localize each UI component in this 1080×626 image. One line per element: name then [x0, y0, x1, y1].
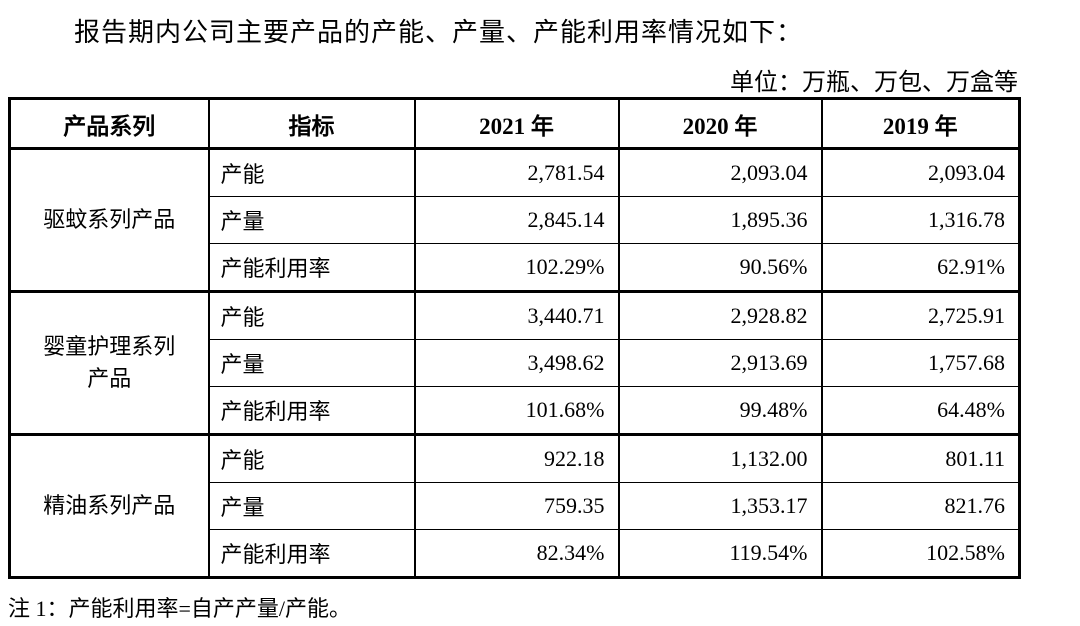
metric-cell: 产能利用率 [207, 243, 416, 292]
value-2021: 82.34% [413, 529, 620, 578]
value-2020: 1,895.36 [617, 196, 823, 244]
capacity-table: 产品系列 指标 2021 年 2020 年 2019 年 驱蚊系列产品 产能 2… [8, 97, 1021, 579]
value-2020: 2,928.82 [617, 290, 823, 340]
header-year-2021: 2021 年 [413, 97, 620, 150]
intro-text: 报告期内公司主要产品的产能、产量、产能利用率情况如下： [74, 18, 804, 47]
value-2019: 2,725.91 [820, 290, 1021, 340]
metric-cell: 产量 [207, 339, 416, 387]
value-2021: 3,498.62 [413, 339, 620, 387]
header-metric: 指标 [207, 97, 416, 150]
value-2020: 90.56% [617, 243, 823, 292]
value-2020: 1,132.00 [617, 433, 823, 483]
table-row: 精油系列产品 产能 922.18 1,132.00 801.11 [8, 433, 1021, 578]
table-row: 驱蚊系列产品 产能 2,781.54 2,093.04 2,093.04 [8, 147, 1021, 292]
value-2019: 821.76 [820, 482, 1021, 530]
header-year-2020: 2020 年 [617, 97, 823, 150]
value-2021: 102.29% [413, 243, 620, 292]
value-2021: 3,440.71 [413, 290, 620, 340]
table-row: 产量 2,845.14 1,895.36 1,316.78 [10, 196, 1021, 244]
header-year-2019: 2019 年 [820, 97, 1021, 150]
table-row: 产量 759.35 1,353.17 821.76 [10, 482, 1021, 530]
value-2019: 2,093.04 [820, 147, 1021, 197]
value-2021: 2,781.54 [413, 147, 620, 197]
value-2021: 922.18 [413, 433, 620, 483]
metric-cell: 产能利用率 [207, 386, 416, 435]
value-2021: 759.35 [413, 482, 620, 530]
value-2020: 99.48% [617, 386, 823, 435]
header-product-series: 产品系列 [8, 97, 210, 150]
value-2019: 1,757.68 [820, 339, 1021, 387]
value-2020: 119.54% [617, 529, 823, 578]
metric-cell: 产量 [207, 196, 416, 244]
table-row: 产能利用率 102.29% 90.56% 62.91% [10, 243, 1021, 292]
product-series-cell: 婴童护理系列产品 [8, 290, 210, 435]
value-2019: 62.91% [820, 243, 1021, 292]
metric-cell: 产量 [207, 482, 416, 530]
value-2019: 102.58% [820, 529, 1021, 578]
value-2021: 2,845.14 [413, 196, 620, 244]
value-2019: 64.48% [820, 386, 1021, 435]
value-2021: 101.68% [413, 386, 620, 435]
value-2019: 1,316.78 [820, 196, 1021, 244]
footnote: 注 1：产能利用率=自产产量/产能。 [8, 596, 352, 621]
value-2020: 1,353.17 [617, 482, 823, 530]
table-row: 婴童护理系列产品 产能 3,440.71 2,928.82 2,725.91 [8, 290, 1021, 435]
table-header-row: 产品系列 指标 2021 年 2020 年 2019 年 [8, 97, 1021, 150]
table-row: 产能利用率 82.34% 119.54% 102.58% [10, 529, 1021, 578]
metric-cell: 产能 [207, 290, 416, 340]
metric-cell: 产能 [207, 147, 416, 197]
value-2020: 2,093.04 [617, 147, 823, 197]
product-series-cell: 驱蚊系列产品 [8, 147, 210, 292]
table-row: 产量 3,498.62 2,913.69 1,757.68 [10, 339, 1021, 387]
product-series-cell: 精油系列产品 [8, 433, 210, 578]
unit-note: 单位：万瓶、万包、万盒等 [730, 70, 1018, 96]
value-2019: 801.11 [820, 433, 1021, 483]
metric-cell: 产能 [207, 433, 416, 483]
metric-cell: 产能利用率 [207, 529, 416, 578]
value-2020: 2,913.69 [617, 339, 823, 387]
